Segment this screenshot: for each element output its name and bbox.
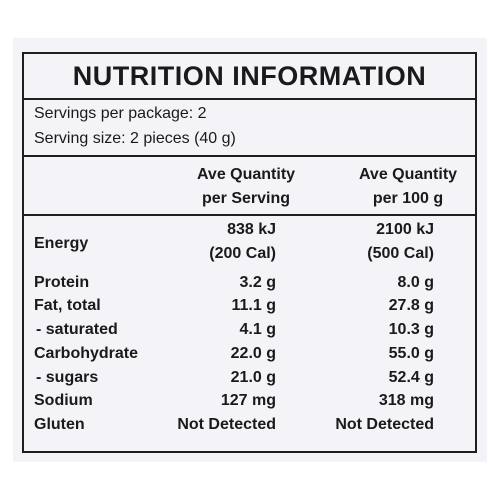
row-gluten-label: Gluten — [34, 416, 85, 433]
col-header-100g-line1: Ave Quantity — [358, 166, 458, 183]
row-sodium-label: Sodium — [34, 392, 93, 409]
nutrition-panel: NUTRITION INFORMATION Servings per packa… — [22, 52, 477, 453]
row-energy-serving-cal: (200 Cal) — [209, 245, 276, 262]
row-saturated-serving: 4.1 g — [239, 321, 276, 338]
row-protein-serving: 3.2 g — [239, 274, 276, 291]
row-gluten-serving: Not Detected — [177, 416, 276, 433]
col-header-serving-line1: Ave Quantity — [196, 166, 296, 183]
row-sugars-100g: 52.4 g — [388, 369, 434, 386]
row-carbohydrate-serving: 22.0 g — [230, 345, 276, 362]
col-header-serving-line2: per Serving — [201, 190, 291, 207]
row-energy-label: Energy — [34, 235, 89, 252]
row-fat-total-serving: 11.1 g — [231, 297, 276, 314]
divider-under-serving-info — [24, 155, 475, 157]
row-fat-total-label: Fat, total — [34, 297, 101, 314]
row-carbohydrate-label: Carbohydrate — [34, 345, 139, 362]
row-saturated-label: - saturated — [36, 321, 118, 338]
row-energy-100g-cal: (500 Cal) — [367, 245, 434, 262]
servings-per-package: Servings per package: 2 — [34, 105, 207, 122]
col-header-100g-line2: per 100 g — [372, 190, 444, 207]
row-carbohydrate-100g: 55.0 g — [388, 345, 434, 362]
row-sugars-label: - sugars — [36, 369, 99, 386]
panel-title: NUTRITION INFORMATION — [72, 61, 427, 91]
row-fat-total-100g: 27.8 g — [388, 297, 434, 314]
row-sodium-serving: 127 mg — [220, 392, 276, 409]
divider-under-headers — [24, 214, 475, 216]
row-protein-100g: 8.0 g — [397, 274, 434, 291]
serving-size: Serving size: 2 pieces (40 g) — [34, 130, 236, 147]
row-sugars-serving: 21.0 g — [230, 369, 276, 386]
row-energy-100g-kj: 2100 kJ — [376, 221, 434, 238]
row-sodium-100g: 318 mg — [378, 392, 434, 409]
row-protein-label: Protein — [34, 274, 90, 291]
row-gluten-100g: Not Detected — [335, 416, 434, 433]
divider-under-title — [24, 98, 475, 100]
row-saturated-100g: 10.3 g — [388, 321, 434, 338]
label-background — [13, 38, 487, 462]
row-energy-serving-kj: 838 kJ — [227, 221, 276, 238]
